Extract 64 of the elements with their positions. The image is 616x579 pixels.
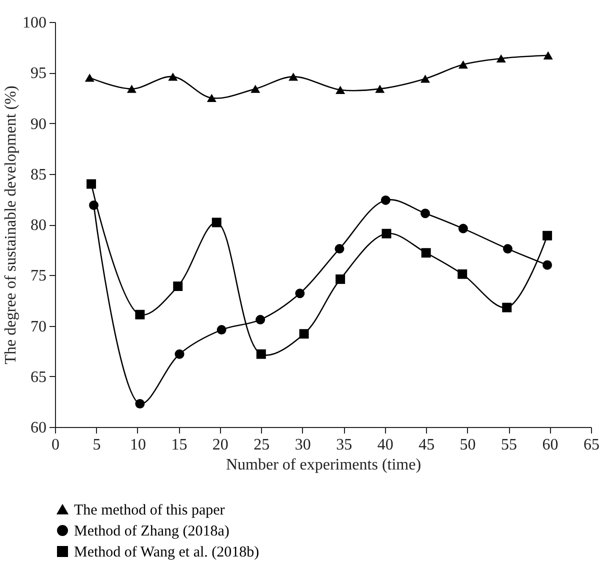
- point: [86, 179, 96, 189]
- x-tick-label: 25: [254, 436, 270, 454]
- point: [336, 86, 346, 94]
- x-tick-label: 0: [52, 436, 60, 454]
- point: [458, 224, 468, 234]
- point: [375, 84, 385, 93]
- x-tick-label: 5: [92, 436, 101, 454]
- point: [168, 72, 178, 81]
- x-tick-label: 50: [460, 436, 476, 454]
- point: [542, 260, 552, 270]
- y-tick-label: 85: [30, 166, 46, 184]
- legend-label: Method of Zhang (2018a): [74, 524, 230, 540]
- x-tick-label: 20: [212, 436, 228, 454]
- point: [89, 200, 98, 210]
- x-tick-label: 10: [130, 436, 146, 454]
- point: [135, 310, 145, 320]
- x-axis-title: Number of experiments (time): [226, 456, 422, 474]
- point: [84, 74, 94, 82]
- x-tick-label: 45: [418, 436, 435, 454]
- point: [542, 230, 552, 240]
- point: [336, 274, 346, 284]
- point: [288, 72, 298, 81]
- x-tick-label: 40: [377, 436, 394, 454]
- y-tick-label: 80: [30, 217, 46, 234]
- point: [216, 325, 226, 335]
- point: [174, 349, 184, 359]
- point: [420, 74, 430, 83]
- x-tick-label: 35: [336, 436, 352, 454]
- legend-label: Method of Wang et al. (2018b): [74, 544, 260, 560]
- point: [382, 228, 392, 238]
- point: [458, 269, 468, 279]
- point: [458, 60, 468, 69]
- x-tick-label: 30: [294, 436, 311, 454]
- point: [295, 288, 305, 298]
- point: [502, 302, 512, 312]
- point: [135, 398, 145, 408]
- point: [421, 248, 431, 258]
- y-axis-title: The degree of sustainable development (%): [2, 86, 20, 364]
- point: [496, 54, 506, 63]
- point: [380, 195, 390, 205]
- y-tick-label: 60: [30, 420, 46, 436]
- x-tick-label: 65: [584, 436, 600, 454]
- y-tick-label: 65: [30, 368, 46, 386]
- x-tick-label: 15: [171, 436, 188, 454]
- point: [126, 84, 136, 93]
- point: [212, 218, 222, 228]
- y-tick-label: 95: [30, 65, 46, 82]
- point: [256, 349, 266, 359]
- y-tick-label: 75: [30, 268, 46, 285]
- y-tick-label: 70: [30, 318, 46, 336]
- point: [420, 208, 430, 218]
- x-tick-label: 60: [542, 436, 558, 454]
- point: [206, 94, 216, 102]
- y-tick-label: 100: [22, 14, 46, 32]
- point: [543, 51, 553, 60]
- point: [173, 282, 183, 292]
- point: [334, 244, 344, 254]
- y-tick-label: 90: [30, 116, 46, 133]
- legend-label: The method of this paper: [74, 502, 225, 518]
- point: [256, 314, 266, 324]
- point: [502, 244, 512, 254]
- point: [250, 84, 260, 93]
- point: [299, 329, 309, 339]
- x-tick-label: 55: [501, 436, 518, 454]
